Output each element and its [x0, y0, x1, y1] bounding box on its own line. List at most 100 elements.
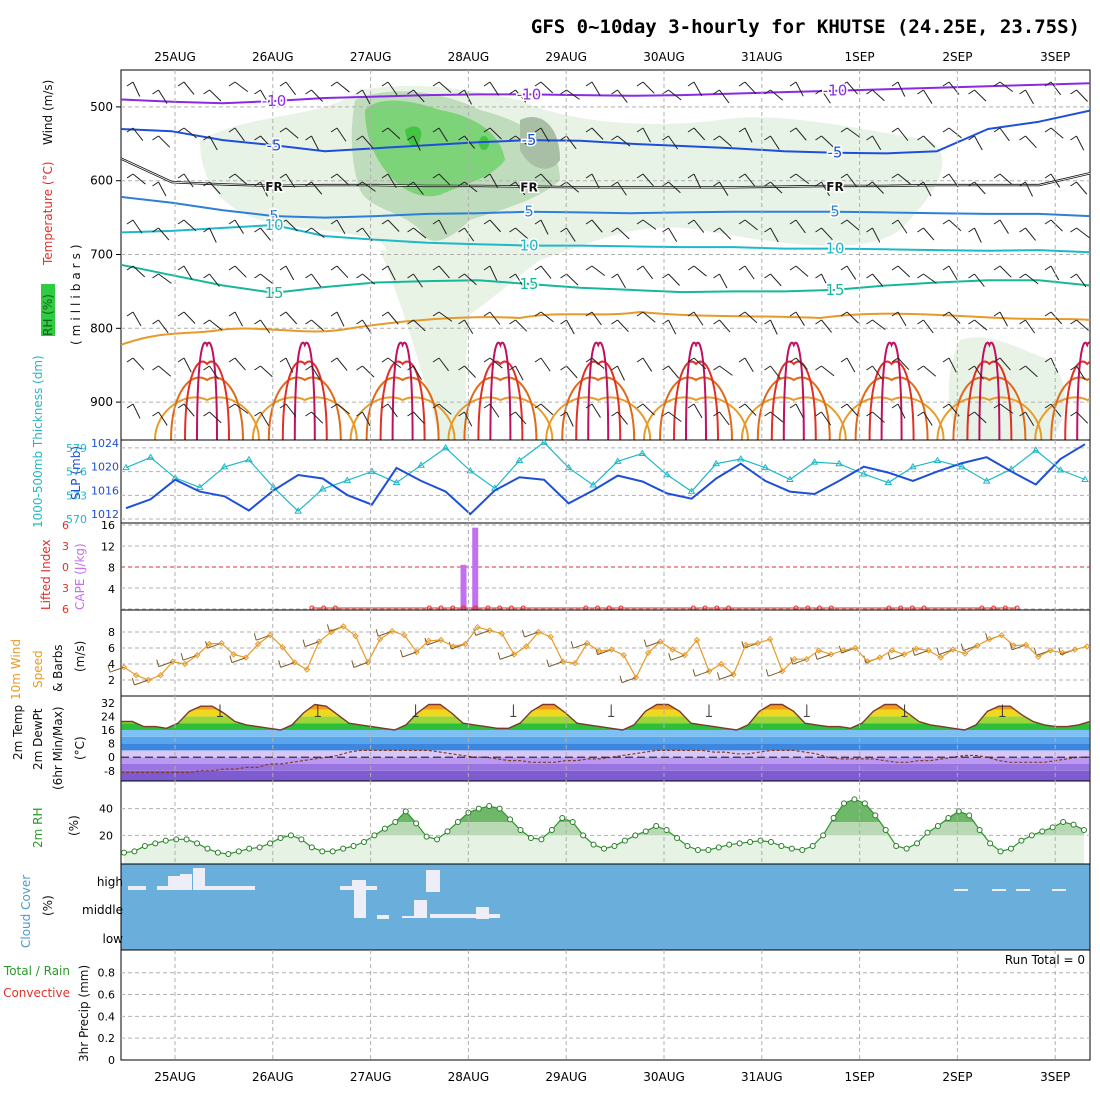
wind-barb-flag: [560, 319, 567, 325]
wind-tick-label: 6: [108, 642, 115, 655]
wind-barb: [923, 89, 933, 104]
wind-barb-flag: [458, 319, 465, 325]
wind-barb-flag: [305, 227, 312, 233]
wind-barb: [897, 127, 909, 141]
wind-barb: [744, 311, 758, 324]
wind-barb: [846, 81, 858, 95]
surface-wind-barb-flag: [1058, 647, 1062, 655]
slp-tick-label: 1012: [91, 508, 119, 521]
rh-point: [653, 823, 660, 829]
slp-tick-label: 1024: [91, 437, 119, 450]
wind-barb: [974, 319, 988, 331]
wind-barb-flag: [1019, 135, 1026, 141]
wind-barb: [438, 219, 447, 235]
wind-barb: [540, 357, 551, 372]
wind-barb: [336, 265, 349, 279]
wind-barb: [591, 403, 601, 418]
wind-barb: [387, 127, 401, 140]
rh-point: [413, 820, 420, 827]
wind-barb: [846, 219, 860, 231]
rh-point: [214, 849, 221, 856]
diurnal-contour: [349, 396, 456, 440]
wind10m-label-line2: Speed: [31, 650, 45, 688]
rh-point: [183, 836, 190, 843]
wind-barb: [617, 181, 627, 196]
wind-barb: [260, 273, 274, 285]
x-axis-date-labels-top: 25AUG 26AUG 27AUG 28AUG 29AUG 30AUG 31AUG 1SEP 2…: [154, 50, 1070, 64]
wind-barb: [183, 127, 197, 139]
wind-barb: [234, 403, 249, 414]
wind-barb-flag: [534, 219, 542, 225]
rh-point: [267, 840, 274, 847]
wind-barb: [464, 89, 472, 105]
date-label-bottom: 2SEP: [942, 1070, 972, 1084]
wind-barb: [464, 365, 476, 378]
wind-barb-flag: [815, 227, 822, 233]
thickness-label: 1000-500mb Thickness (dm): [31, 355, 45, 528]
cape-tick-label: 16: [101, 519, 115, 532]
isotherm-label: 5: [269, 207, 279, 225]
temperature-band: [121, 757, 1090, 764]
wind10m-label-line3: & Barbs: [51, 644, 65, 692]
wind-barb-flag: [152, 181, 159, 187]
rh-point: [663, 827, 670, 833]
wind-barb-flag: [585, 311, 593, 317]
wind-barb-flag: [356, 89, 363, 95]
wind-barb: [158, 411, 168, 426]
wind-barb-flag: [1070, 135, 1077, 141]
wind-barb-flag: [917, 319, 924, 325]
wind-barb: [158, 273, 172, 284]
rh-point: [402, 808, 409, 815]
cloud-block-thin: [1052, 889, 1066, 891]
wind-barb-flag: [942, 219, 950, 225]
wind-barb-flag: [1070, 319, 1077, 325]
wind-barb-flag: [636, 357, 644, 363]
wind-barb: [566, 273, 579, 286]
surface-wind-barb-flag: [546, 659, 550, 667]
wind-barb: [515, 227, 528, 239]
wind-barb: [999, 403, 1014, 414]
rh-point: [997, 848, 1004, 855]
wind-barb: [770, 411, 784, 423]
rh-color-key: [41, 284, 55, 336]
wind-speed-marker: [1022, 641, 1030, 649]
wind-barb-flag: [840, 127, 848, 133]
wind-barb-flag: [152, 227, 159, 233]
wind-barb: [132, 311, 142, 327]
wind-barb-flag: [177, 219, 185, 225]
wind-barb-flag: [917, 227, 924, 233]
wind-barb-flag: [713, 89, 720, 95]
wind-barb-flag: [509, 135, 516, 141]
wind-barb: [311, 181, 323, 195]
temp2m-label-line1: 2m Temp: [11, 705, 25, 760]
surface-wind-barb-flag: [765, 669, 769, 677]
wind-barb-flag: [687, 403, 695, 409]
cloud-block: [157, 886, 168, 890]
wind-barb-flag: [738, 265, 746, 271]
rh-point: [444, 828, 451, 835]
wind-barb: [183, 81, 195, 95]
wind-speed-marker: [876, 654, 883, 661]
wind-barb-flag: [891, 357, 899, 363]
wind-barb: [897, 403, 906, 419]
wind-barb: [566, 319, 575, 335]
wind-barb-flag: [432, 81, 440, 87]
wind-barb: [872, 411, 885, 423]
lifted-tick-label: 6: [62, 519, 69, 532]
wind-barb: [821, 181, 830, 197]
surface-wind-barb-flag: [790, 657, 794, 665]
rh-point: [799, 847, 806, 853]
wind-barb-flag: [840, 173, 848, 179]
wind-barb-flag: [662, 273, 669, 279]
rh-point: [392, 819, 399, 825]
lifted-cape-panel: 6 3 0 3 6 4 8 12 16 Lifted Index CAPE (J/kg): [39, 519, 1091, 616]
wind-barb-flag: [483, 81, 491, 87]
wind-barb: [999, 81, 1014, 93]
date-label-top: 31AUG: [741, 50, 783, 64]
wind-barb: [821, 411, 832, 426]
lifted-tick-label: 3: [62, 582, 69, 595]
wind-barb: [132, 357, 145, 371]
rh-point: [882, 827, 889, 833]
wind-barb-flag: [662, 365, 669, 371]
wind-barb-flag: [381, 173, 389, 179]
